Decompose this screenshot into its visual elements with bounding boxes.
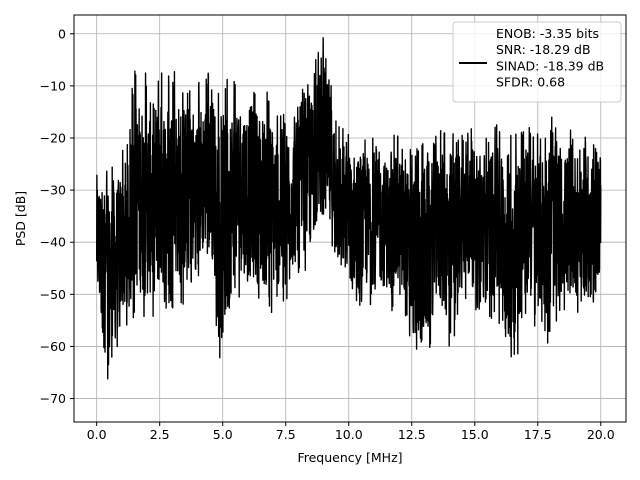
x-tick-label: 20.0 bbox=[587, 427, 615, 442]
plot-frame bbox=[73, 14, 627, 423]
legend-entry-snr: SNR: -18.29 dB bbox=[496, 42, 591, 57]
legend-entry-enob: ENOB: -3.35 bits bbox=[496, 26, 599, 41]
x-axis-label: Frequency [MHz] bbox=[297, 450, 402, 465]
y-tick-label: −40 bbox=[40, 235, 66, 250]
y-tick-label: 0 bbox=[58, 26, 66, 41]
y-axis-ticks: 0 −10 −20 −30 −40 −50 −60 −70 bbox=[40, 26, 74, 406]
data-layer bbox=[95, 37, 602, 380]
legend: ENOB: -3.35 bits SNR: -18.29 dB SINAD: -… bbox=[452, 21, 622, 103]
y-tick-label: −20 bbox=[40, 130, 66, 145]
x-tick-label: 0.0 bbox=[87, 427, 107, 442]
x-tick-label: 10.0 bbox=[335, 427, 363, 442]
x-tick-label: 2.5 bbox=[150, 427, 170, 442]
legend-entry-sinad: SINAD: -18.39 dB bbox=[496, 58, 604, 73]
x-axis-ticks: 0.0 2.5 5.0 7.5 10.0 12.5 15.0 17.5 20.0 bbox=[87, 422, 615, 442]
legend-box bbox=[452, 21, 622, 103]
x-tick-label: 7.5 bbox=[276, 427, 296, 442]
x-tick-label: 5.0 bbox=[213, 427, 233, 442]
y-tick-label: −60 bbox=[40, 339, 66, 354]
psd-series-line bbox=[95, 37, 602, 380]
legend-entry-sfdr: SFDR: 0.68 bbox=[496, 75, 565, 90]
y-tick-label: −70 bbox=[40, 391, 66, 406]
x-tick-label: 15.0 bbox=[461, 427, 489, 442]
y-tick-label: −30 bbox=[40, 183, 66, 198]
x-tick-label: 17.5 bbox=[524, 427, 552, 442]
y-tick-label: −10 bbox=[40, 78, 66, 93]
x-tick-label: 12.5 bbox=[398, 427, 426, 442]
y-tick-label: −50 bbox=[40, 287, 66, 302]
y-axis-label: PSD [dB] bbox=[13, 191, 28, 246]
